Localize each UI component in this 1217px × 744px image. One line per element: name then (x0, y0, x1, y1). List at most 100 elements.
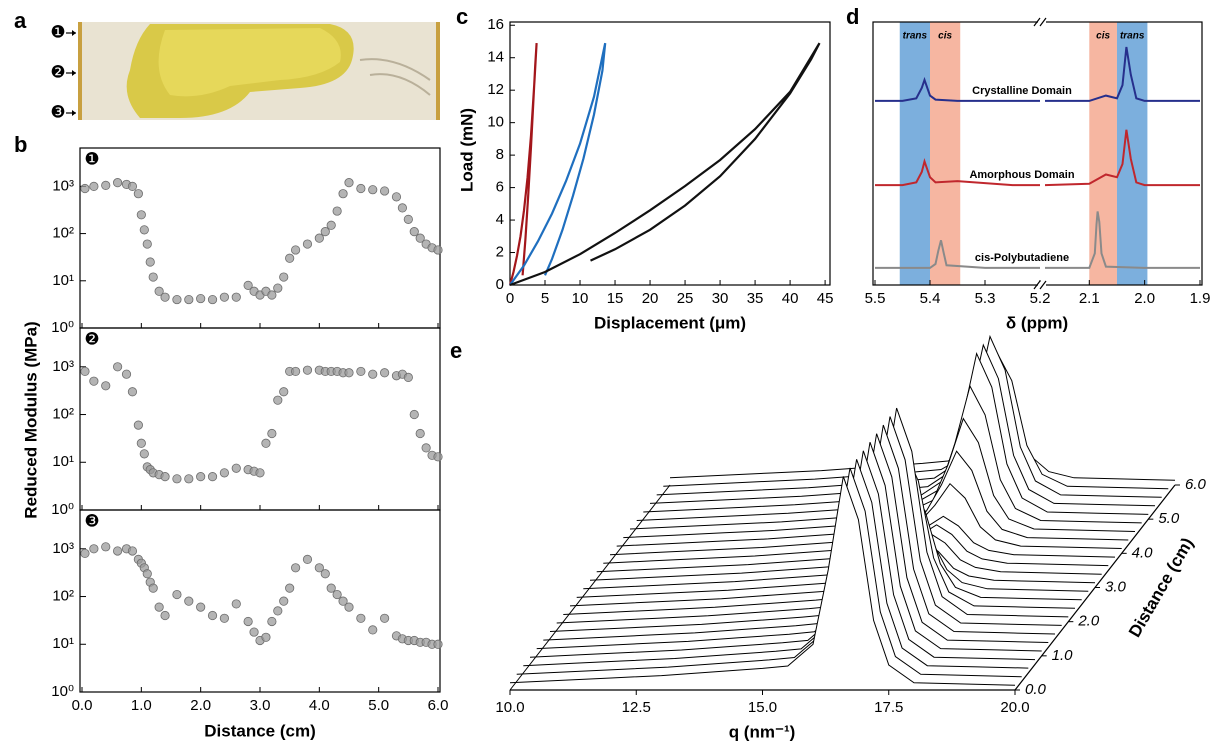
y-tick-label: 10⁰ (51, 683, 74, 700)
data-point (160, 472, 170, 482)
x-tick-label: 5.0 (368, 697, 389, 714)
data-point (302, 365, 313, 375)
data-point (415, 233, 425, 243)
data-point (368, 625, 378, 635)
data-point (326, 583, 336, 593)
axis-break (1033, 17, 1047, 27)
data-point (356, 183, 366, 194)
data-point (285, 583, 295, 593)
x-tick-label: 30 (712, 290, 729, 307)
panel-letter: c (456, 4, 468, 29)
data-point (207, 610, 218, 621)
x-tick-label: 45 (817, 290, 834, 307)
x-tick-label: 2.0 (1134, 290, 1155, 307)
x-tick-label: 15 (607, 290, 624, 307)
axis-break (1033, 280, 1047, 290)
data-point (89, 544, 99, 554)
x-tick-label: 2.1 (1079, 290, 1100, 307)
x-tick-label: 5 (541, 290, 549, 307)
data-point (338, 189, 348, 199)
data-point (139, 225, 149, 235)
panel-letter: e (450, 338, 462, 363)
band-label: cis (938, 31, 952, 42)
data-point (326, 220, 336, 230)
data-point (279, 272, 289, 282)
data-point (196, 472, 206, 482)
data-point (397, 203, 407, 213)
shaded-band (899, 22, 930, 285)
scattering-profile (623, 450, 1129, 541)
data-point (368, 185, 378, 195)
data-point (409, 227, 419, 237)
x-axis-label: q (nm⁻¹) (729, 722, 796, 741)
y-axis-label: Reduced Modulus (MPa) (21, 321, 40, 518)
y-tick-label: 10¹ (52, 635, 74, 652)
x-tick-label: 1.0 (131, 697, 152, 714)
depth-tick-label: 4.0 (1132, 544, 1154, 561)
x-tick-label: 3.0 (250, 697, 271, 714)
data-point (320, 227, 330, 237)
data-point (136, 210, 146, 220)
x-tick-label: 6.0 (428, 697, 449, 714)
y-tick-label: 2 (496, 243, 504, 260)
marker-label: ❷ (50, 62, 65, 81)
y-tick-label: 0 (496, 276, 504, 293)
data-point (379, 613, 390, 623)
data-point (433, 639, 443, 649)
data-point (261, 632, 271, 642)
data-point (279, 387, 289, 397)
scattering-profile (509, 476, 1016, 686)
data-point (154, 286, 164, 296)
data-point (154, 602, 164, 612)
data-point (231, 292, 241, 302)
data-point (80, 366, 90, 377)
spectrum-label: cis-Polybutadiene (975, 252, 1069, 264)
depth-tick-label: 1.0 (1052, 647, 1074, 664)
data-point (249, 627, 259, 637)
data-point (80, 183, 90, 194)
photo (78, 22, 440, 120)
data-point (207, 472, 218, 482)
spectrum-line (875, 129, 1200, 187)
x-axis-label: δ (ppm) (1006, 313, 1068, 332)
data-point (356, 366, 366, 377)
data-point (142, 569, 152, 579)
data-point (368, 369, 378, 379)
spectrum-label: Crystalline Domain (972, 85, 1072, 97)
data-point (127, 387, 138, 397)
data-point (160, 292, 170, 302)
load-curve (509, 42, 607, 286)
y-tick-label: 10⁰ (51, 501, 74, 518)
data-point (379, 368, 390, 378)
y-tick-label: 10 (487, 114, 504, 131)
data-point (279, 596, 289, 606)
spectrum-line (875, 46, 1200, 102)
shaded-band (1116, 22, 1148, 285)
data-point (314, 233, 324, 243)
depth-tick-label: 6.0 (1185, 476, 1207, 493)
depth-tick-label: 0.0 (1025, 681, 1047, 698)
y-tick-label: 10³ (52, 540, 74, 557)
data-point (391, 192, 402, 202)
photo-edge (436, 22, 440, 120)
data-point (255, 468, 265, 478)
y-tick-label: 10¹ (52, 453, 74, 470)
depth-tick-label: 5.0 (1158, 510, 1180, 527)
x-tick-label: 5.3 (975, 290, 996, 307)
data-point (314, 563, 324, 573)
data-point (290, 366, 301, 377)
data-point (101, 542, 111, 552)
data-point (184, 474, 194, 484)
data-point (101, 381, 111, 391)
data-point (113, 362, 123, 372)
spectrum-label: Amorphous Domain (969, 169, 1074, 181)
axis-break-gap (1038, 19, 1046, 25)
data-point (196, 293, 206, 304)
plot-frame (509, 21, 831, 286)
data-point (403, 214, 413, 224)
data-point (267, 428, 277, 439)
data-point (127, 181, 138, 191)
marker-arrowhead (72, 110, 76, 116)
x-tick-label: 5.5 (865, 290, 886, 307)
data-point (267, 290, 277, 300)
